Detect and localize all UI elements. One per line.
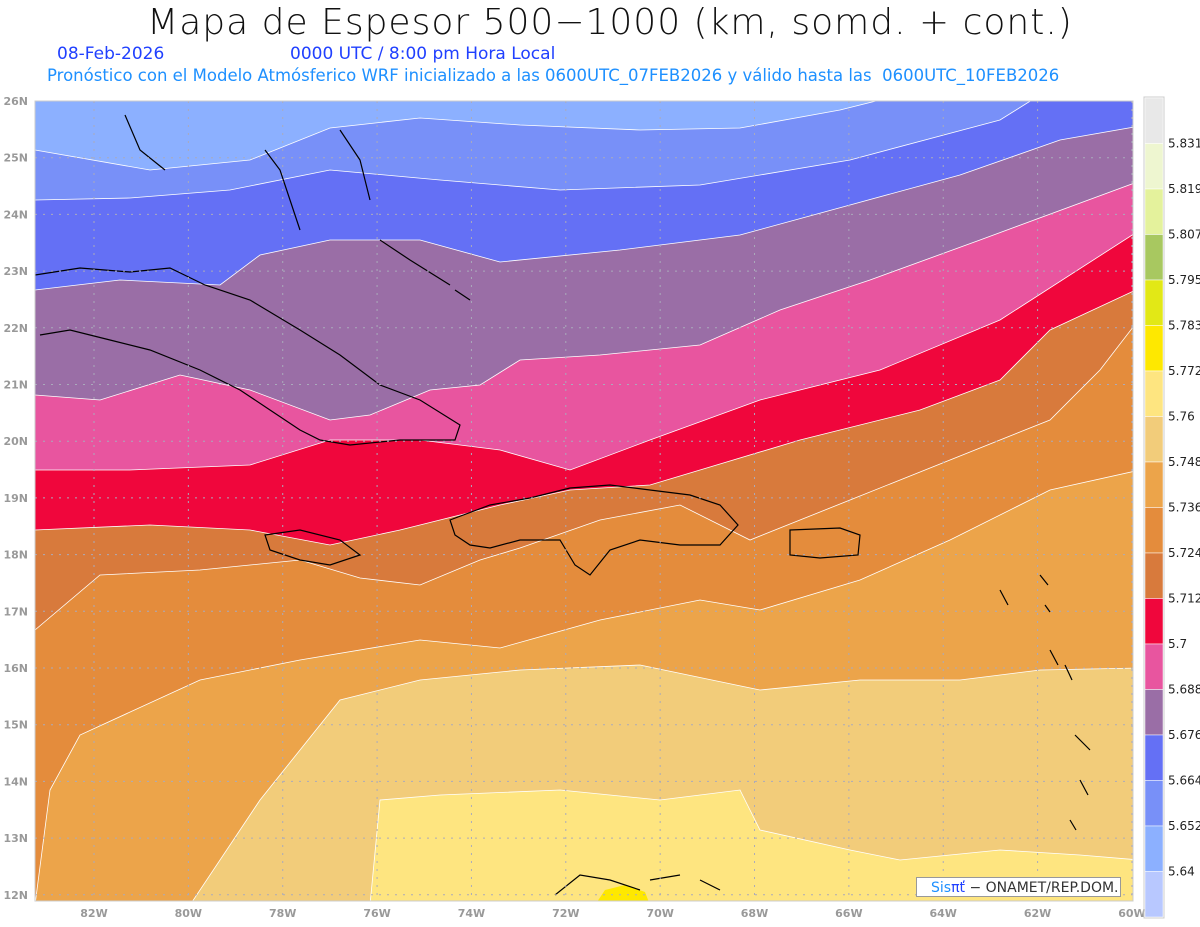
lat-label: 23N xyxy=(3,265,28,278)
colorbar-swatch xyxy=(1144,552,1164,599)
lat-label: 18N xyxy=(3,549,28,562)
lat-label: 12N xyxy=(3,889,28,902)
lat-label: 13N xyxy=(3,832,28,845)
colorbar-swatch xyxy=(1144,143,1164,190)
colorbar-label: 5.724 xyxy=(1168,546,1200,560)
colorbar-label: 5.688 xyxy=(1168,683,1200,697)
thickness-band xyxy=(369,789,1133,901)
map-title: Mapa de Espesor 500−1000 (km, somd. + co… xyxy=(147,2,1073,43)
lat-label: 17N xyxy=(3,605,28,618)
colorbar-swatch xyxy=(1144,234,1164,281)
forecast-date: 08-Feb-2026 xyxy=(57,44,165,64)
colorbar-label: 5.664 xyxy=(1168,774,1200,788)
lon-label: 68W xyxy=(741,907,768,920)
colorbar-swatch xyxy=(1144,461,1164,508)
lon-label: 76W xyxy=(363,907,390,920)
credit-pi-logo: πť xyxy=(951,880,965,896)
lon-label: 66W xyxy=(835,907,862,920)
colorbar-label: 5.76 xyxy=(1168,410,1195,424)
lat-label: 15N xyxy=(3,719,28,732)
gridlines xyxy=(35,101,1133,901)
colorbar-label: 5.712 xyxy=(1168,592,1200,606)
bahamas-coast xyxy=(124,114,471,301)
colorbar: 5.831 5.819 5.807 5.795 5.783 5.772 5.76 5.748 5… xyxy=(1143,96,1200,919)
colorbar-label: 5.736 xyxy=(1168,501,1200,515)
lon-label: 64W xyxy=(930,907,957,920)
colorbar-frame xyxy=(1143,96,1165,919)
colorbar-label: 5.772 xyxy=(1168,364,1200,378)
colorbar-label: 5.748 xyxy=(1168,455,1200,469)
lon-label: 72W xyxy=(552,907,579,920)
forecast-time: 0000 UTC / 8:00 pm Hora Local xyxy=(290,44,556,64)
credit-box: Sisπť − ONAMET/REP.DOM. xyxy=(916,877,1121,897)
credit-sis: Sis xyxy=(931,880,952,896)
colorbar-swatch xyxy=(1144,689,1164,736)
colorbar-swatch xyxy=(1144,370,1164,417)
colorbar-label: 5.831 xyxy=(1168,137,1200,151)
thickness-bands xyxy=(35,101,1133,901)
lon-label: 62W xyxy=(1024,907,1051,920)
colorbar-swatch xyxy=(1144,598,1164,645)
colorbar-label: 5.807 xyxy=(1168,228,1200,242)
colorbar-label: 5.676 xyxy=(1168,728,1200,742)
jamaica-coast xyxy=(264,529,362,566)
colorbar-swatch xyxy=(1144,325,1164,372)
colorbar-label: 5.64 xyxy=(1168,865,1195,879)
latitude-axis: 26N 25N 24N 23N 22N 21N 20N 19N 18N 17N 16N 15N 14N 1… xyxy=(3,95,28,902)
colorbar-swatch xyxy=(1144,734,1164,781)
lon-label: 78W xyxy=(269,907,296,920)
lon-label: 74W xyxy=(458,907,485,920)
lat-label: 20N xyxy=(3,435,28,448)
colorbar-label: 5.783 xyxy=(1168,319,1200,333)
puerto-rico-coast xyxy=(789,527,861,559)
colorbar-swatch xyxy=(1144,188,1164,235)
map-frame xyxy=(34,100,1134,902)
lon-label: 82W xyxy=(80,907,107,920)
colorbar-label: 5.7 xyxy=(1168,637,1187,651)
lat-label: 26N xyxy=(3,95,28,108)
colorbar-label: 5.795 xyxy=(1168,273,1200,287)
lon-label: 60W xyxy=(1118,907,1145,920)
lat-label: 25N xyxy=(3,152,28,165)
cuba-coast xyxy=(35,267,461,446)
lon-label: 70W xyxy=(646,907,673,920)
colorbar-swatch xyxy=(1144,97,1164,144)
colorbar-swatch xyxy=(1144,416,1164,463)
lat-label: 16N xyxy=(3,662,28,675)
coastlines xyxy=(35,114,1091,896)
colorbar-swatch xyxy=(1144,643,1164,690)
colorbar-swatch xyxy=(1144,507,1164,554)
colorbar-label: 5.652 xyxy=(1168,819,1200,833)
south-america-coast xyxy=(554,874,721,896)
longitude-axis: 82W 80W 78W 76W 74W 72W 70W 68W 66W 64W 62W 60W xyxy=(80,907,1145,920)
colorbar-label: 5.819 xyxy=(1168,182,1200,196)
lat-label: 14N xyxy=(3,775,28,788)
lat-label: 19N xyxy=(3,492,28,505)
colorbar-swatch xyxy=(1144,871,1164,918)
credit-text: − ONAMET/REP.DOM. xyxy=(965,880,1119,896)
colorbar-swatch xyxy=(1144,780,1164,827)
lat-label: 21N xyxy=(3,379,28,392)
lat-label: 24N xyxy=(3,208,28,221)
lesser-antilles-coast xyxy=(999,574,1091,831)
colorbar-swatch xyxy=(1144,279,1164,326)
hispaniola-coast xyxy=(449,484,739,576)
lat-label: 22N xyxy=(3,322,28,335)
colorbar-swatch xyxy=(1144,825,1164,872)
model-description: Pronóstico con el Modelo Atmósferico WRF… xyxy=(47,66,1060,85)
lon-label: 80W xyxy=(175,907,202,920)
